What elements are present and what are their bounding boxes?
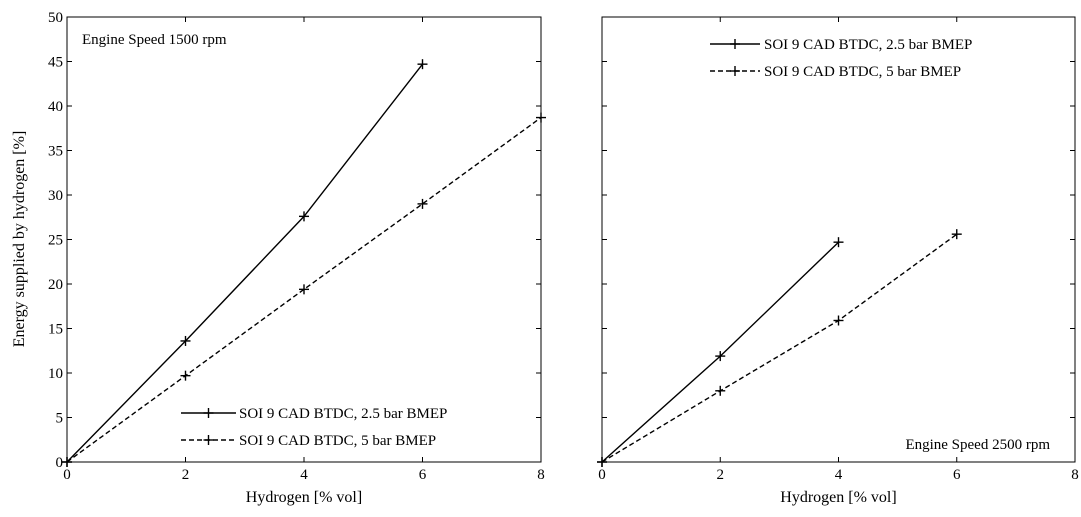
y-tick-label: 20 — [48, 277, 63, 293]
legend-entry-2: SOI 9 CAD BTDC, 5 bar BMEP — [181, 433, 436, 449]
y-tick-label: 45 — [48, 55, 63, 71]
plot-frame — [66, 16, 542, 463]
x-tick-label: 8 — [537, 467, 545, 483]
y-tick-label: 35 — [48, 144, 63, 160]
series-line-1 — [66, 63, 424, 463]
data-point-marker — [715, 351, 726, 362]
figure-ylabel: Energy supplied by hydrogen [%] — [11, 131, 28, 348]
x-tick-label: 4 — [835, 467, 843, 483]
y-tick-label: 15 — [48, 322, 63, 338]
x-tick-label: 6 — [953, 467, 961, 483]
data-point-marker — [833, 237, 844, 248]
data-point-marker — [417, 198, 428, 209]
legend-label: SOI 9 CAD BTDC, 2.5 bar BMEP — [239, 406, 447, 422]
data-point-marker — [536, 112, 546, 123]
legend-entry-2: SOI 9 CAD BTDC, 5 bar BMEP — [710, 64, 961, 80]
x-axis-label: Hydrogen [% vol] — [780, 489, 896, 506]
data-point-marker — [62, 457, 72, 467]
x-tick-label: 4 — [300, 467, 308, 483]
data-point-marker — [417, 59, 428, 70]
legend-entry-1: SOI 9 CAD BTDC, 2.5 bar BMEP — [181, 406, 447, 422]
legend-label: SOI 9 CAD BTDC, 2.5 bar BMEP — [764, 37, 972, 53]
x-tick-label: 8 — [1071, 467, 1079, 483]
x-tick-label: 2 — [182, 467, 190, 483]
series-line-2 — [66, 117, 542, 463]
data-point-marker — [833, 315, 844, 326]
x-tick-label: 2 — [717, 467, 725, 483]
y-tick-label: 5 — [56, 411, 64, 427]
data-point-marker — [299, 211, 309, 222]
y-tick-label: 30 — [48, 188, 63, 204]
x-tick-label: 0 — [63, 467, 71, 483]
x-tick-label: 6 — [419, 467, 427, 483]
legend-label: SOI 9 CAD BTDC, 5 bar BMEP — [239, 433, 436, 449]
y-tick-label: 25 — [48, 233, 63, 249]
series-line-2 — [601, 233, 958, 463]
x-axis-label: Hydrogen [% vol] — [246, 489, 362, 506]
engine-speed-annotation: Engine Speed 2500 rpm — [905, 437, 1050, 453]
legend-label: SOI 9 CAD BTDC, 5 bar BMEP — [764, 64, 961, 80]
data-point-marker — [299, 284, 309, 295]
data-point-marker — [180, 370, 191, 381]
y-tick-label: 50 — [48, 10, 63, 26]
engine-speed-annotation: Engine Speed 1500 rpm — [82, 32, 227, 48]
y-tick-label: 40 — [48, 99, 63, 115]
data-point-marker — [951, 229, 962, 240]
chart-panel-1: 0 2 4 6 8 0 5 10 15 20 25 30 35 40 45 50 Hydrogen [% vol… — [48, 10, 546, 506]
y-tick-label: 10 — [48, 366, 63, 382]
x-tick-label: 0 — [598, 467, 606, 483]
y-tick-label: 0 — [56, 455, 64, 471]
data-point-marker — [597, 457, 607, 467]
chart-panel-2: 0 2 4 6 8 Hydrogen [% vol] Engine Speed 2500 r… — [597, 16, 1079, 506]
data-point-marker — [180, 335, 191, 346]
legend-entry-1: SOI 9 CAD BTDC, 2.5 bar BMEP — [710, 37, 972, 53]
data-point-marker — [715, 385, 726, 396]
